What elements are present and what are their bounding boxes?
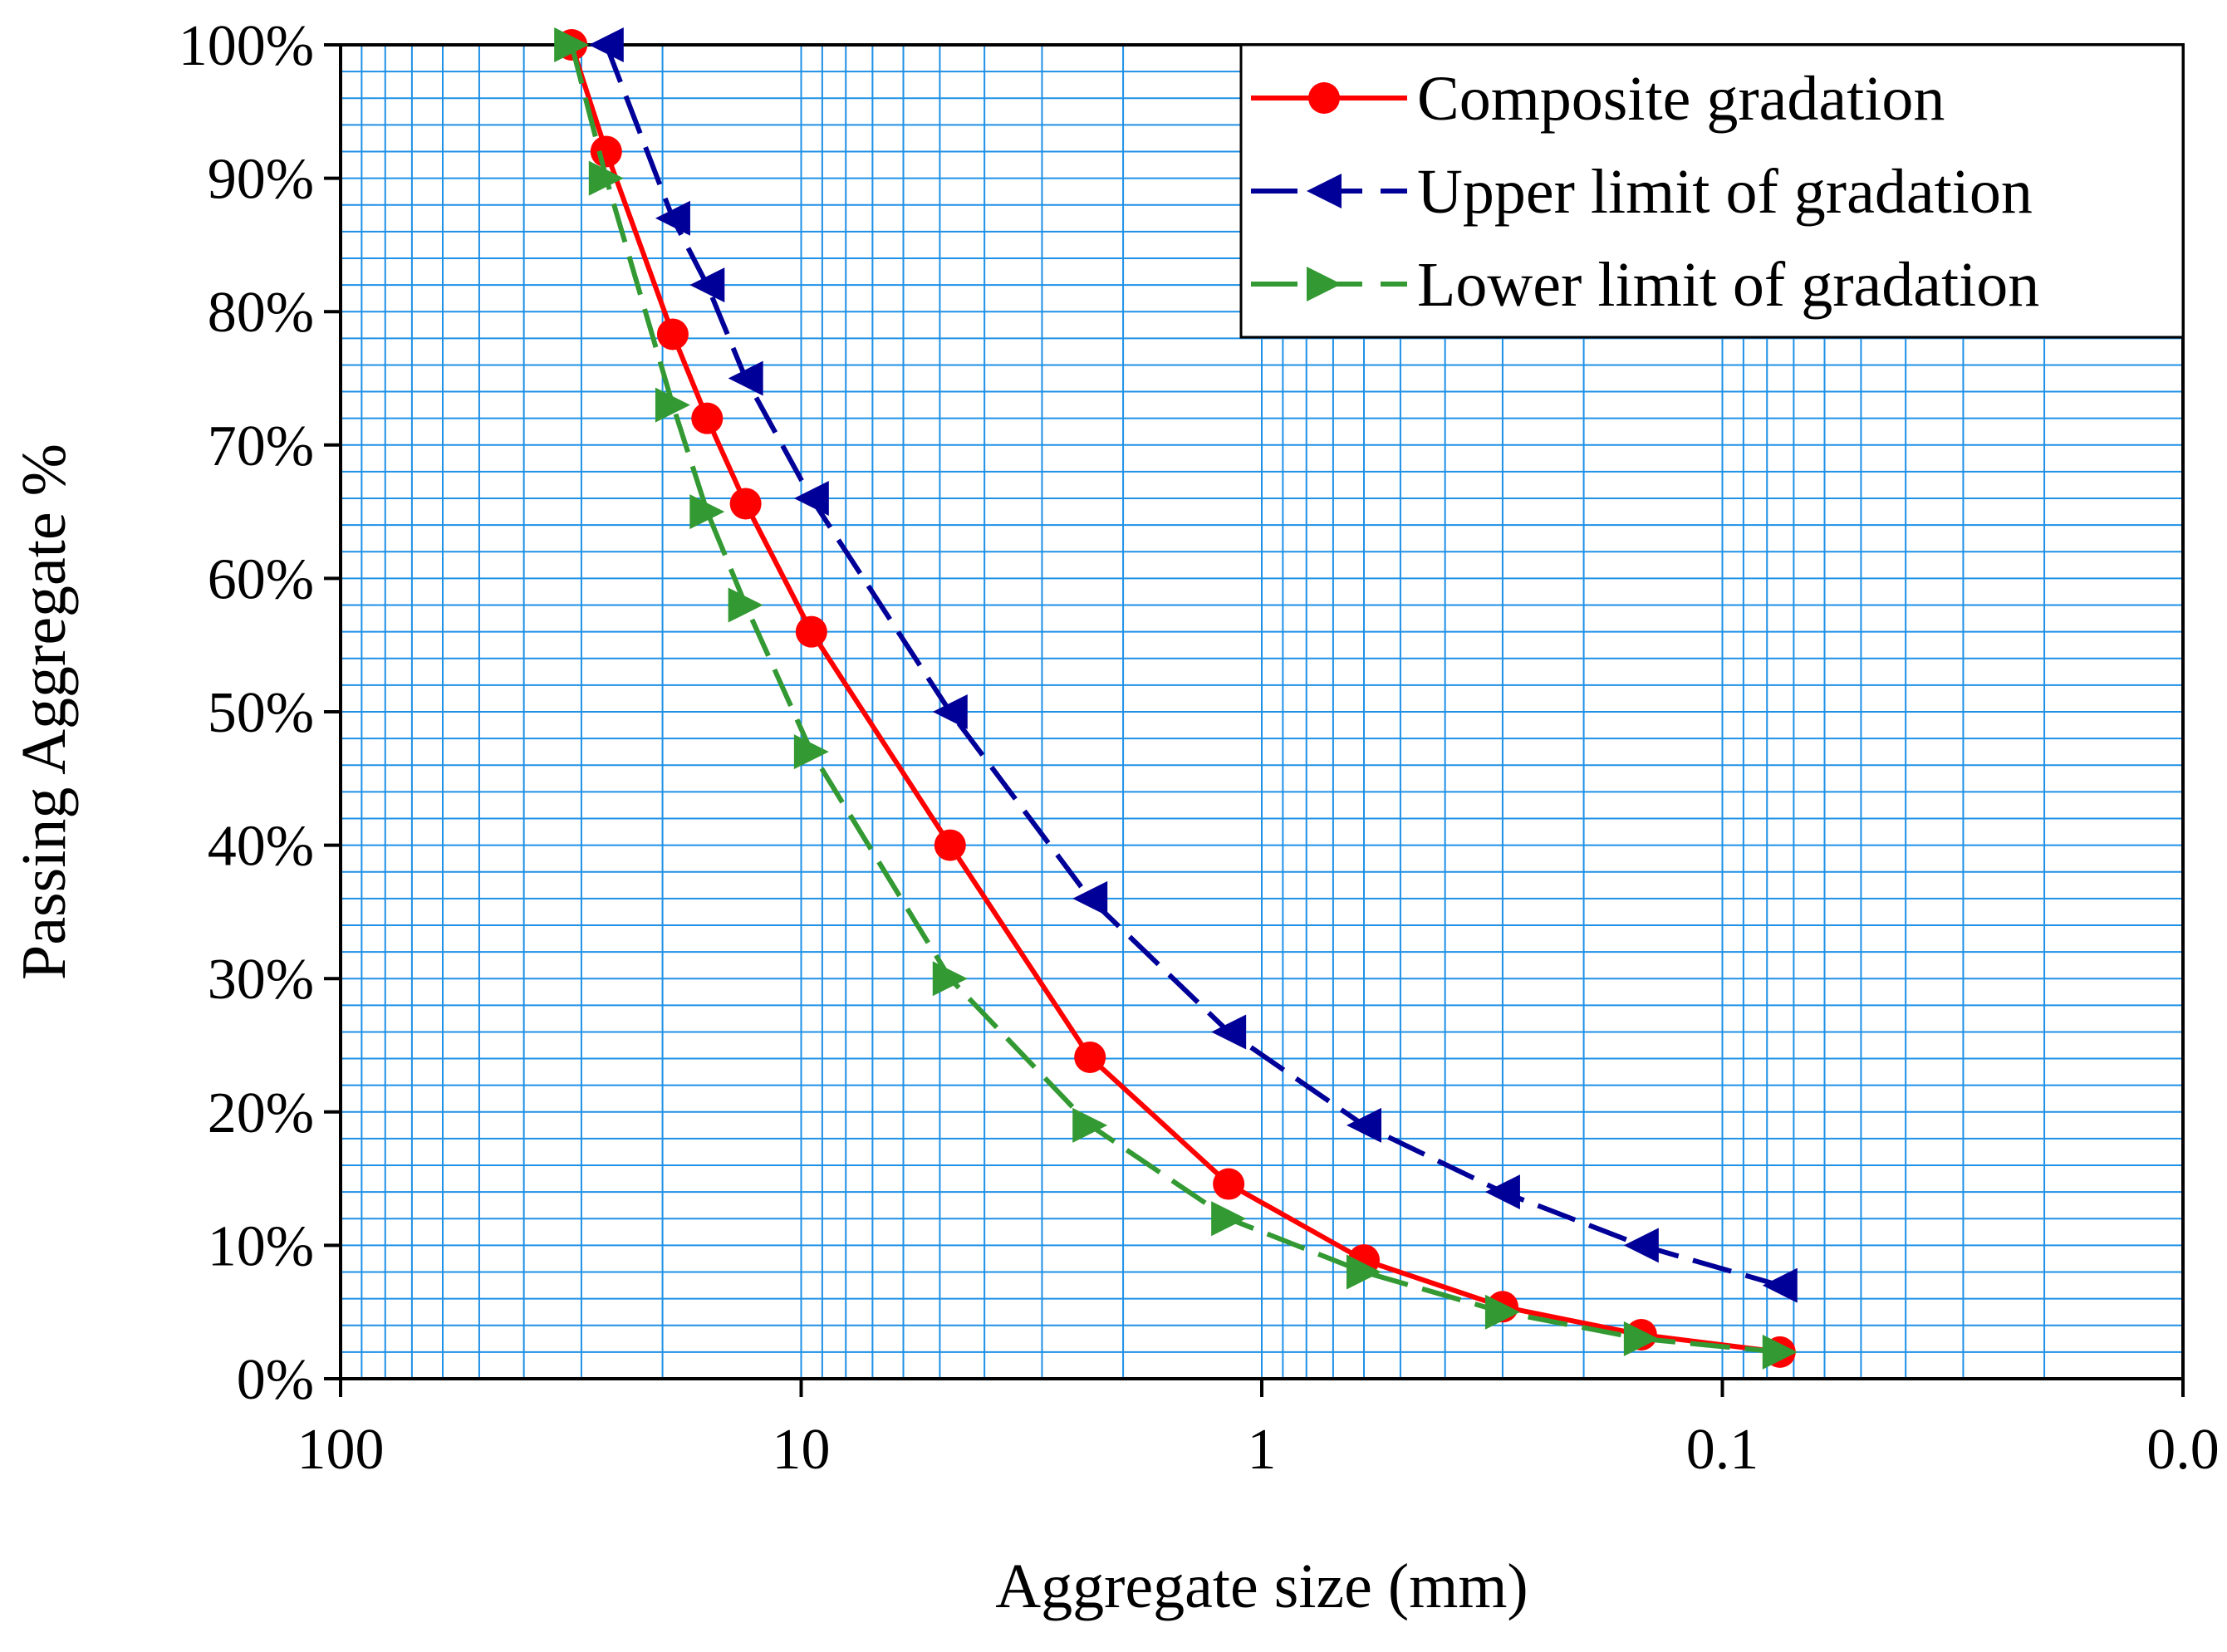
y-tick-label: 40% <box>208 815 314 879</box>
legend-swatch-marker <box>1307 267 1342 301</box>
y-tick-label: 0% <box>237 1348 314 1412</box>
data-point <box>1623 1321 1659 1356</box>
data-point <box>554 27 590 62</box>
x-tick-label: 1 <box>1248 1418 1277 1482</box>
data-point <box>932 694 968 729</box>
data-point <box>729 488 762 520</box>
data-point <box>1072 1107 1108 1143</box>
series-group <box>554 27 1798 1370</box>
data-point <box>588 27 624 62</box>
data-point <box>588 160 624 196</box>
legend-swatch-marker <box>1307 174 1342 208</box>
data-point <box>655 387 690 423</box>
y-tick-label: 90% <box>208 148 314 212</box>
legend-entry: Composite gradation <box>1251 64 1945 134</box>
legend-entry: Upper limit of gradation <box>1251 157 2033 227</box>
series-triangle-right <box>554 27 1798 1370</box>
data-point <box>728 360 763 396</box>
legend-entries: Composite gradation Upper limit of gradat… <box>1251 64 2039 320</box>
series-triangle-left <box>588 27 1798 1303</box>
x-tick-label: 10 <box>773 1418 831 1482</box>
data-point <box>656 318 689 350</box>
x-tick-label: 100 <box>297 1418 385 1482</box>
y-tick-label: 80% <box>208 281 314 345</box>
data-point <box>1211 1201 1247 1237</box>
data-point <box>655 200 690 236</box>
y-tick-label: 60% <box>208 547 314 611</box>
x-tick-label: 0.1 <box>1686 1418 1759 1482</box>
y-tick-label: 50% <box>208 681 314 745</box>
data-point <box>793 481 829 517</box>
data-point <box>932 961 968 997</box>
y-tick-label: 100% <box>179 14 314 78</box>
data-point <box>1762 1334 1798 1370</box>
series-line <box>604 43 1781 1288</box>
data-point <box>1484 1294 1520 1330</box>
data-point <box>1072 880 1108 916</box>
data-point <box>1623 1228 1659 1263</box>
data-point <box>1762 1267 1798 1303</box>
legend-label: Lower limit of gradation <box>1417 250 2039 320</box>
axis-ticks: 0% 10% 20% 30% 40% 50% 60% 70% 80% 90% 100% 100 10 1 0… <box>179 14 2220 1482</box>
legend-label: Upper limit of gradation <box>1417 157 2033 227</box>
data-point <box>793 734 829 770</box>
x-tick-label: 0.0 <box>2146 1418 2220 1482</box>
legend-swatch-marker <box>1308 82 1340 114</box>
y-tick-label: 30% <box>208 948 314 1012</box>
legend: Composite gradation Upper limit of gradat… <box>1239 43 2185 339</box>
data-point <box>1484 1174 1520 1210</box>
data-point <box>590 135 622 168</box>
data-point <box>1347 1107 1382 1143</box>
data-point <box>1074 1041 1106 1073</box>
y-tick-label: 20% <box>208 1081 314 1145</box>
legend-label: Composite gradation <box>1417 64 1945 134</box>
data-point <box>934 829 966 861</box>
legend-entry: Lower limit of gradation <box>1251 250 2039 320</box>
data-point <box>1213 1168 1245 1200</box>
data-point <box>795 615 827 648</box>
y-tick-label: 10% <box>208 1214 314 1278</box>
y-tick-label: 70% <box>208 414 314 478</box>
data-point <box>1347 1254 1382 1290</box>
data-point <box>1211 1014 1247 1050</box>
x-axis-title: Aggregate size (mm) <box>995 1552 1528 1621</box>
y-axis-title: Passing Aggregate % <box>9 444 79 980</box>
data-point <box>691 402 724 434</box>
data-point <box>689 267 725 303</box>
data-point <box>689 494 725 530</box>
data-point <box>728 587 763 623</box>
